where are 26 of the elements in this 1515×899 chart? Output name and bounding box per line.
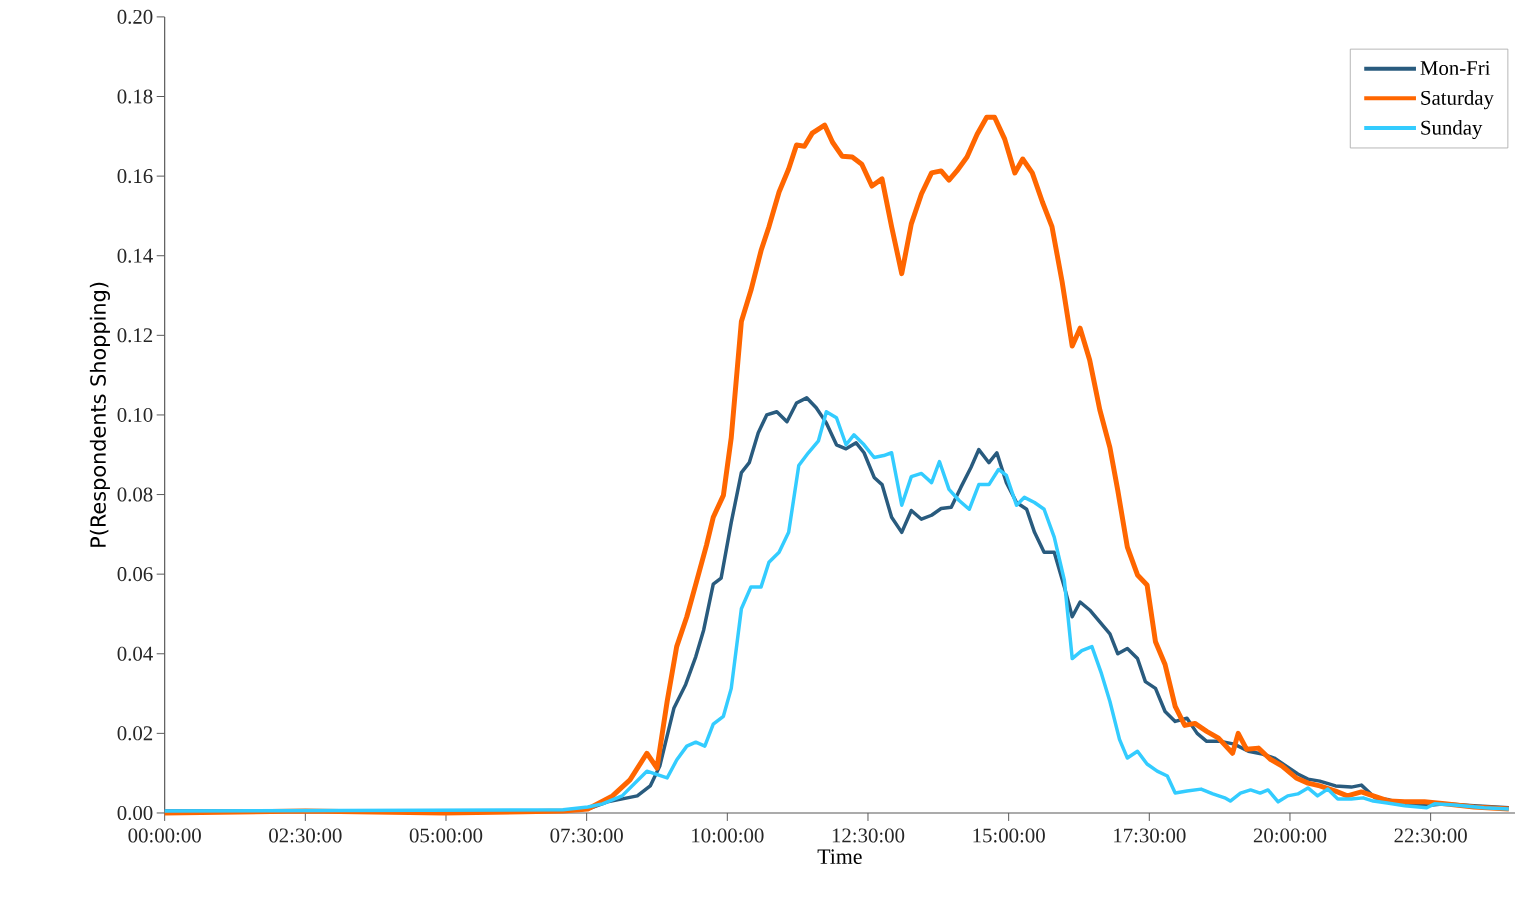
y-tick-label: 0.06	[117, 567, 153, 582]
x-tick-label: 17:30:00	[1114, 828, 1186, 843]
x-tick-label: 05:00:00	[409, 828, 483, 843]
y-tick-label: 0.14	[117, 248, 153, 264]
x-tick-label: 12:30:00	[832, 828, 905, 843]
x-tick-label: 07:30:00	[550, 828, 623, 843]
y-tick-label: 0.20	[117, 10, 153, 25]
x-axis-title: Time	[817, 849, 862, 865]
y-axis-title: P(Respondents Shopping)	[89, 283, 110, 547]
x-tick-label: 20:00:00	[1253, 828, 1327, 843]
x-tick-label: 10:00:00	[692, 828, 764, 843]
y-tick-label: 0.16	[117, 169, 153, 184]
y-tick-label: 0.18	[117, 89, 153, 104]
legend-label: Mon-Fri	[1420, 61, 1491, 76]
x-tick-label: 22:30:00	[1394, 828, 1467, 843]
x-tick-label: 02:30:00	[269, 828, 342, 843]
y-tick-label: 0.04	[117, 646, 153, 662]
y-tick-label: 0.10	[117, 408, 153, 423]
y-tick-label: 0.02	[117, 726, 153, 741]
x-tick-label: 15:00:00	[973, 828, 1045, 843]
legend-label: Saturday	[1421, 90, 1494, 110]
y-tick-label: 0.12	[117, 328, 153, 343]
y-tick-label: 0.00	[117, 806, 153, 821]
x-tick-label: 00:00:00	[128, 828, 201, 843]
legend-label: Sunday	[1421, 120, 1483, 140]
y-tick-label: 0.08	[117, 487, 153, 502]
